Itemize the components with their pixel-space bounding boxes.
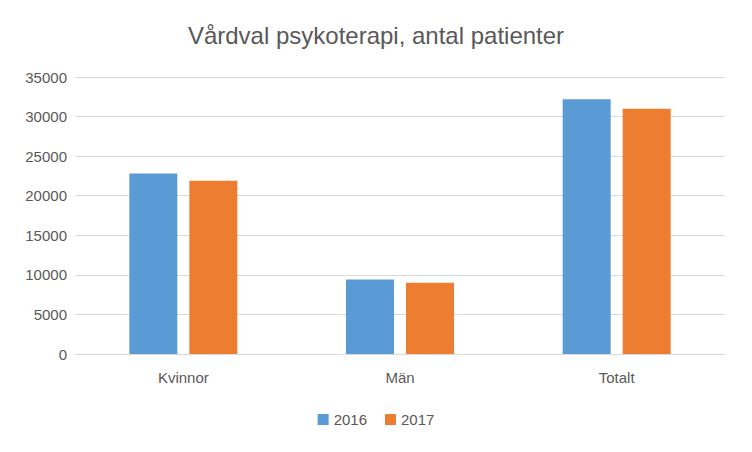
svg-text:Män: Män xyxy=(385,369,414,386)
svg-text:0: 0 xyxy=(59,346,67,363)
svg-text:30000: 30000 xyxy=(25,108,67,125)
svg-text:20000: 20000 xyxy=(25,187,67,204)
svg-text:2016: 2016 xyxy=(334,411,367,428)
svg-text:25000: 25000 xyxy=(25,148,67,165)
svg-text:15000: 15000 xyxy=(25,227,67,244)
svg-text:2017: 2017 xyxy=(401,411,434,428)
svg-text:Kvinnor: Kvinnor xyxy=(158,369,209,386)
svg-text:10000: 10000 xyxy=(25,266,67,283)
svg-text:Totalt: Totalt xyxy=(599,369,636,386)
svg-text:35000: 35000 xyxy=(25,69,67,86)
svg-text:5000: 5000 xyxy=(34,306,67,323)
svg-text:Vårdval psykoterapi, antal pat: Vårdval psykoterapi, antal patienter xyxy=(188,22,564,49)
